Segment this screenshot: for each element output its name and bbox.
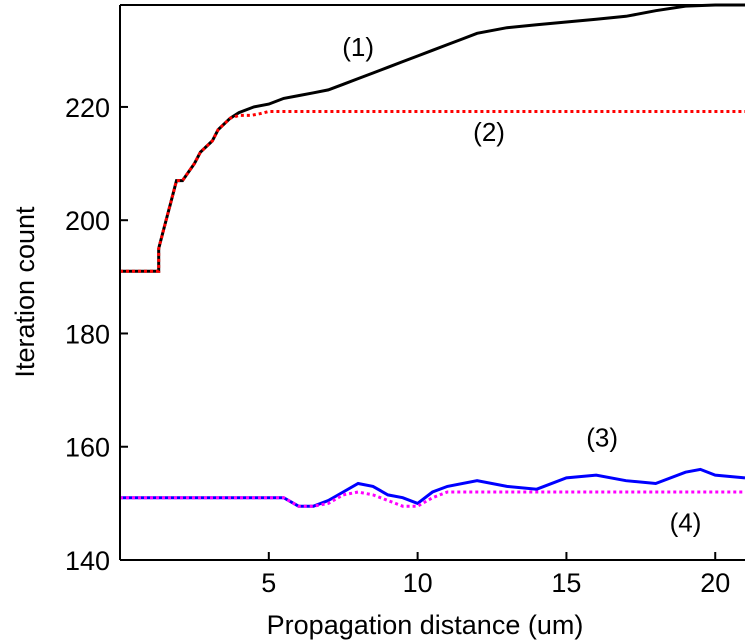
series-1-line <box>120 3 745 273</box>
curve-annotation-4: (4) <box>670 508 702 538</box>
series-4-line <box>120 490 745 508</box>
annotations-layer: (1) (2) (3) (4) <box>342 32 701 538</box>
axes-layer <box>119 4 745 561</box>
x-tick-label: 15 <box>551 568 581 598</box>
curve-annotation-2: (2) <box>473 117 505 147</box>
series-layer <box>120 3 745 508</box>
y-axis-title: Iteration count <box>10 206 40 378</box>
curve-annotation-3: (3) <box>586 423 618 453</box>
y-tick-label: 180 <box>65 319 110 349</box>
series-2-line <box>120 110 745 273</box>
y-tick-label: 220 <box>65 93 110 123</box>
x-tick-label: 20 <box>700 568 730 598</box>
y-tick-label: 160 <box>65 433 110 463</box>
series-3-line <box>120 467 745 508</box>
ticks-layer: 140 160 180 200 220 5 10 15 20 <box>65 93 730 598</box>
y-tick-label: 140 <box>65 546 110 576</box>
y-tick-label: 200 <box>65 206 110 236</box>
x-axis-title: Propagation distance (um) <box>267 610 584 640</box>
x-tick-label: 10 <box>403 568 433 598</box>
curve-annotation-1: (1) <box>342 32 374 62</box>
x-tick-label: 5 <box>261 568 276 598</box>
